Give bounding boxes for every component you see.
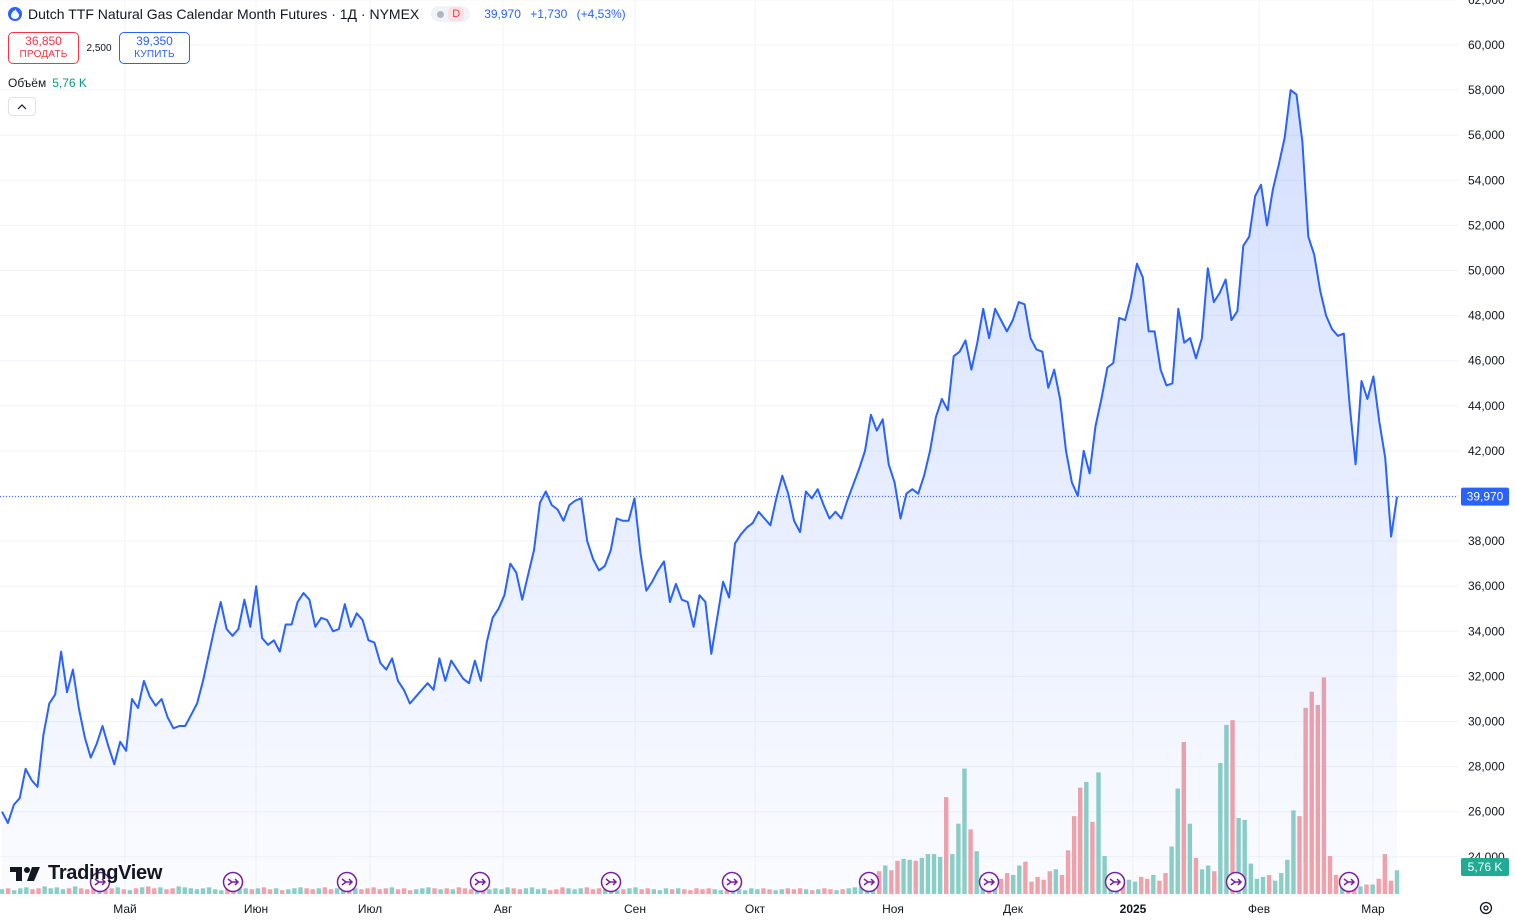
- collapse-legend-button[interactable]: [8, 97, 36, 116]
- price-area: [0, 89, 1458, 898]
- event-marker-icon[interactable]: [1338, 871, 1360, 893]
- market-closed-dot-icon: [437, 10, 445, 18]
- x-tick-label: Сен: [624, 902, 646, 916]
- symbol-title: Dutch TTF Natural Gas Calendar Month Fut…: [28, 6, 420, 22]
- y-tick-label: 54,000: [1468, 173, 1505, 187]
- time-axis[interactable]: Май Июн Июл Авг Сен Окт Ноя Дек 2025 Фев Мар: [113, 902, 1385, 916]
- x-tick-label: 2025: [1120, 902, 1147, 916]
- event-marker-icon[interactable]: [89, 871, 111, 893]
- event-marker-icon[interactable]: [978, 871, 1000, 893]
- y-tick-label: 38,000: [1468, 534, 1505, 548]
- event-marker-icon[interactable]: [600, 871, 622, 893]
- gear-icon: [1479, 901, 1493, 915]
- volume-value: 5,76 K: [52, 76, 87, 90]
- delayed-badge: D: [448, 7, 465, 21]
- tradingview-logo-text: TradingView: [48, 862, 163, 884]
- y-tick-label: 42,000: [1468, 444, 1505, 458]
- sell-button[interactable]: 36,850 ПРОДАТЬ: [8, 32, 79, 64]
- x-tick-label: Окт: [745, 902, 766, 916]
- y-tick-label: 34,000: [1468, 624, 1505, 638]
- price-line: [1, 89, 1398, 824]
- price-axis[interactable]: 24,00026,00028,00030,00032,00034,00036,0…: [1468, 0, 1505, 864]
- last-price-label: 39,970: [1467, 490, 1504, 504]
- y-tick-label: 36,000: [1468, 579, 1505, 593]
- y-tick-label: 32,000: [1468, 669, 1505, 683]
- buy-button[interactable]: 39,350 КУПИТЬ: [119, 32, 190, 64]
- x-tick-label: Май: [113, 902, 137, 916]
- y-tick-label: 46,000: [1468, 354, 1505, 368]
- y-tick-label: 28,000: [1468, 760, 1505, 774]
- x-tick-label: Июл: [358, 902, 382, 916]
- last-values: 39,970 +1,730 (+4,53%): [484, 7, 631, 21]
- tradingview-logo[interactable]: TradingView: [10, 862, 162, 885]
- chart-settings-button[interactable]: [1478, 900, 1494, 916]
- volume-legend[interactable]: Объём 5,76 K: [8, 76, 87, 90]
- x-tick-label: Мар: [1361, 902, 1385, 916]
- last-volume-label-bg: [1461, 858, 1509, 876]
- y-tick-label: 26,000: [1468, 805, 1505, 819]
- market-status[interactable]: D: [431, 6, 471, 22]
- y-tick-label: 30,000: [1468, 715, 1505, 729]
- last-price: 39,970: [484, 7, 521, 21]
- x-tick-label: Фев: [1248, 902, 1270, 916]
- y-tick-label: 52,000: [1468, 218, 1505, 232]
- price-change-pct: (+4,53%): [576, 7, 626, 21]
- y-tick-label: 56,000: [1468, 128, 1505, 142]
- price-change: +1,730: [530, 7, 568, 21]
- price-area-fill: [2, 90, 1397, 898]
- tradingview-logo-icon: [10, 866, 40, 881]
- spread-value: 2,500: [86, 42, 112, 54]
- y-tick-label: 50,000: [1468, 264, 1505, 278]
- gas-flame-icon: [8, 7, 22, 21]
- sell-label: ПРОДАТЬ: [19, 49, 68, 60]
- last-volume-label: 5,76 K: [1468, 860, 1503, 874]
- chevron-up-icon: [17, 103, 27, 109]
- event-marker-icon[interactable]: [858, 871, 880, 893]
- event-marker-icon[interactable]: [1104, 871, 1126, 893]
- event-marker-icon[interactable]: [222, 871, 244, 893]
- x-tick-label: Дек: [1003, 902, 1024, 916]
- event-markers: [89, 871, 1360, 893]
- event-marker-icon[interactable]: [1225, 871, 1247, 893]
- y-tick-label: 62,000: [1468, 0, 1505, 7]
- trade-panel: 36,850 ПРОДАТЬ 2,500 39,350 КУПИТЬ: [8, 32, 190, 64]
- buy-price: 39,350: [136, 34, 173, 48]
- event-marker-icon[interactable]: [721, 871, 743, 893]
- x-tick-label: Авг: [494, 902, 513, 916]
- event-marker-icon[interactable]: [336, 871, 358, 893]
- event-marker-icon[interactable]: [469, 871, 491, 893]
- x-tick-label: Ноя: [882, 902, 904, 916]
- symbol-legend[interactable]: Dutch TTF Natural Gas Calendar Month Fut…: [8, 6, 632, 22]
- x-tick-label: Июн: [244, 902, 268, 916]
- y-tick-label: 48,000: [1468, 309, 1505, 323]
- buy-label: КУПИТЬ: [134, 49, 175, 60]
- y-tick-label: 60,000: [1468, 38, 1505, 52]
- volume-label: Объём: [8, 76, 47, 90]
- last-price-label-bg: [1461, 487, 1509, 506]
- y-tick-label: 44,000: [1468, 399, 1505, 413]
- y-tick-label: 58,000: [1468, 83, 1505, 97]
- last-value-labels: 39,970 5,76 K: [1461, 487, 1509, 876]
- sell-price: 36,850: [25, 34, 62, 48]
